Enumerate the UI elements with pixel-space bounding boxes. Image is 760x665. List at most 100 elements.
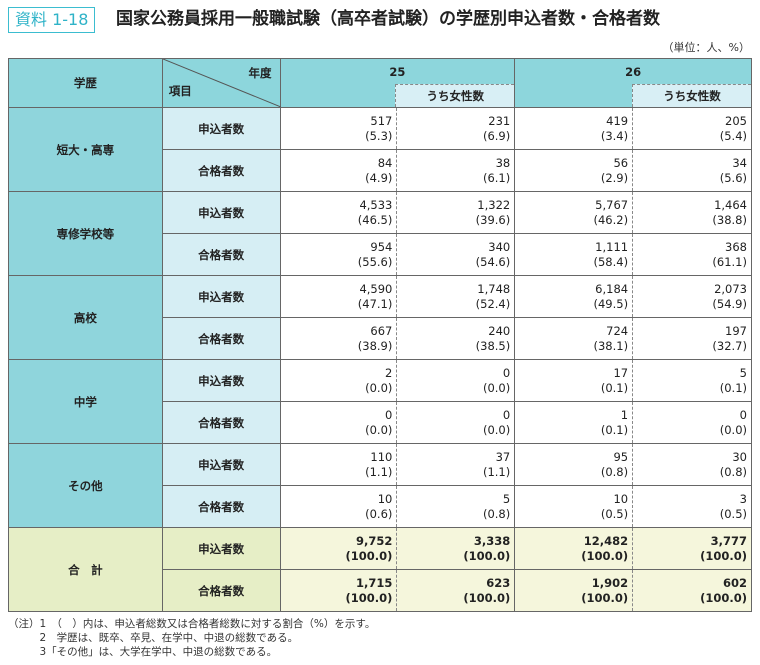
percentage: (100.0) — [345, 590, 393, 605]
table-row: 短大・高専 申込者数 517 (5.3) 231 (6.9) 419 (3.4) 205 (5.4… — [8, 107, 752, 192]
item-label: 申込者数 — [161, 107, 281, 150]
value-cell: 9,752 (100.0) — [279, 527, 398, 570]
value-cell: 3,338 (100.0) — [396, 527, 516, 570]
count: 4,590 — [359, 281, 393, 296]
count: 1 — [620, 407, 629, 422]
value-cell: 1 (0.1) — [514, 401, 634, 444]
value-cell: 10 (0.5) — [514, 485, 634, 528]
value-cell: 10 (0.6) — [279, 485, 398, 528]
value-cell: 4,533 (46.5) — [279, 191, 398, 234]
count: 10 — [613, 491, 629, 506]
count: 240 — [488, 323, 511, 338]
value-cell: 231 (6.9) — [396, 107, 516, 150]
count: 1,322 — [477, 197, 511, 212]
value-cell: 1,111 (58.4) — [514, 233, 634, 276]
percentage: (1.1) — [365, 464, 393, 479]
note-2: 2 学歴は、既卒、卒見、在学中、中退の総数である。 — [8, 632, 299, 644]
value-cell: 1,748 (52.4) — [396, 275, 516, 318]
percentage: (100.0) — [581, 590, 629, 605]
value-cell: 0 (0.0) — [279, 401, 398, 444]
item-label: 申込者数 — [161, 527, 281, 570]
count: 0 — [502, 407, 511, 422]
percentage: (0.0) — [482, 380, 511, 395]
item-label: 申込者数 — [161, 443, 281, 486]
count: 1,748 — [477, 281, 511, 296]
percentage: (54.9) — [712, 296, 747, 311]
value-cell: 368 (61.1) — [632, 233, 752, 276]
value-cell: 205 (5.4) — [632, 107, 752, 150]
value-cell: 37 (1.1) — [396, 443, 516, 486]
count: 1,111 — [595, 239, 629, 254]
item-label: 申込者数 — [161, 191, 281, 234]
value-cell: 34 (5.6) — [632, 149, 752, 192]
percentage: (100.0) — [700, 548, 747, 563]
table-row: 専修学校等 申込者数 4,533 (46.5) 1,322 (39.6) 5,767 (46.… — [8, 191, 752, 276]
value-cell: 602 (100.0) — [632, 569, 752, 612]
percentage: (6.1) — [482, 170, 511, 185]
value-cell: 0 (0.0) — [396, 401, 516, 444]
header-diagonal: 年度 項目 — [161, 58, 281, 108]
percentage: (46.2) — [593, 212, 629, 227]
value-cell: 517 (5.3) — [279, 107, 398, 150]
value-cell: 197 (32.7) — [632, 317, 752, 360]
value-cell: 5 (0.1) — [632, 359, 752, 402]
percentage: (55.6) — [357, 254, 393, 269]
item-label: 申込者数 — [161, 275, 281, 318]
percentage: (1.1) — [482, 464, 511, 479]
count: 5 — [739, 365, 747, 380]
item-label: 合格者数 — [161, 233, 281, 276]
percentage: (0.1) — [600, 380, 629, 395]
percentage: (100.0) — [463, 548, 511, 563]
percentage: (2.9) — [600, 170, 629, 185]
table-row: その他 申込者数 110 (1.1) 37 (1.1) 95 (0.8) 30 (0.8) — [8, 443, 752, 528]
value-cell: 240 (38.5) — [396, 317, 516, 360]
value-cell: 12,482 (100.0) — [514, 527, 634, 570]
percentage: (0.0) — [365, 380, 393, 395]
count: 954 — [370, 239, 393, 254]
percentage: (0.8) — [719, 464, 747, 479]
percentage: (54.6) — [475, 254, 511, 269]
percentage: (100.0) — [345, 548, 393, 563]
percentage: (0.8) — [600, 464, 629, 479]
header-year-25: 25 うち女性数 — [279, 58, 516, 108]
data-table: 学歴 年度 項目 25 うち女性数 26 うち女性数 短大・高専 申込者数 517 (5.… — [8, 58, 752, 612]
count: 3,338 — [473, 533, 511, 548]
count: 2,073 — [714, 281, 747, 296]
value-cell: 1,902 (100.0) — [514, 569, 634, 612]
percentage: (0.6) — [365, 506, 393, 521]
count: 5,767 — [595, 197, 629, 212]
count: 37 — [495, 449, 511, 464]
count: 205 — [725, 113, 747, 128]
item-label: 合格者数 — [161, 401, 281, 444]
item-label: 申込者数 — [161, 359, 281, 402]
table-row: 合 計申込者数 9,752 (100.0) 3,338 (100.0) 12,482 (10… — [8, 527, 752, 612]
table-row: 合格者数 667 (38.9) 240 (38.5) 724 (38.1) 197 (32.7) — [9, 317, 752, 360]
value-cell: 84 (4.9) — [279, 149, 398, 192]
count: 34 — [732, 155, 747, 170]
header-year-26: 26 うち女性数 — [514, 58, 752, 108]
table-row: 合格者数 10 (0.6) 5 (0.8) 10 (0.5) 3 (0.5) — [9, 485, 752, 528]
percentage: (38.9) — [357, 338, 393, 353]
percentage: (58.4) — [593, 254, 629, 269]
item-label: 合格者数 — [161, 485, 281, 528]
count: 2 — [385, 365, 393, 380]
count: 3 — [739, 491, 747, 506]
value-cell: 0 (0.0) — [396, 359, 516, 402]
percentage: (38.5) — [475, 338, 511, 353]
percentage: (100.0) — [463, 590, 511, 605]
percentage: (47.1) — [357, 296, 393, 311]
count: 1,464 — [714, 197, 747, 212]
percentage: (6.9) — [482, 128, 511, 143]
count: 9,752 — [355, 533, 393, 548]
percentage: (49.5) — [593, 296, 629, 311]
table-row: 高校 申込者数 4,590 (47.1) 1,748 (52.4) 6,184 (49.5) 2… — [8, 275, 752, 360]
percentage: (0.8) — [482, 506, 511, 521]
education-group: その他 — [8, 443, 163, 528]
percentage: (100.0) — [581, 548, 629, 563]
count: 667 — [370, 323, 393, 338]
item-label: 合格者数 — [161, 317, 281, 360]
count: 340 — [488, 239, 511, 254]
value-cell: 38 (6.1) — [396, 149, 516, 192]
value-cell: 419 (3.4) — [514, 107, 634, 150]
diagonal-line — [162, 59, 281, 107]
